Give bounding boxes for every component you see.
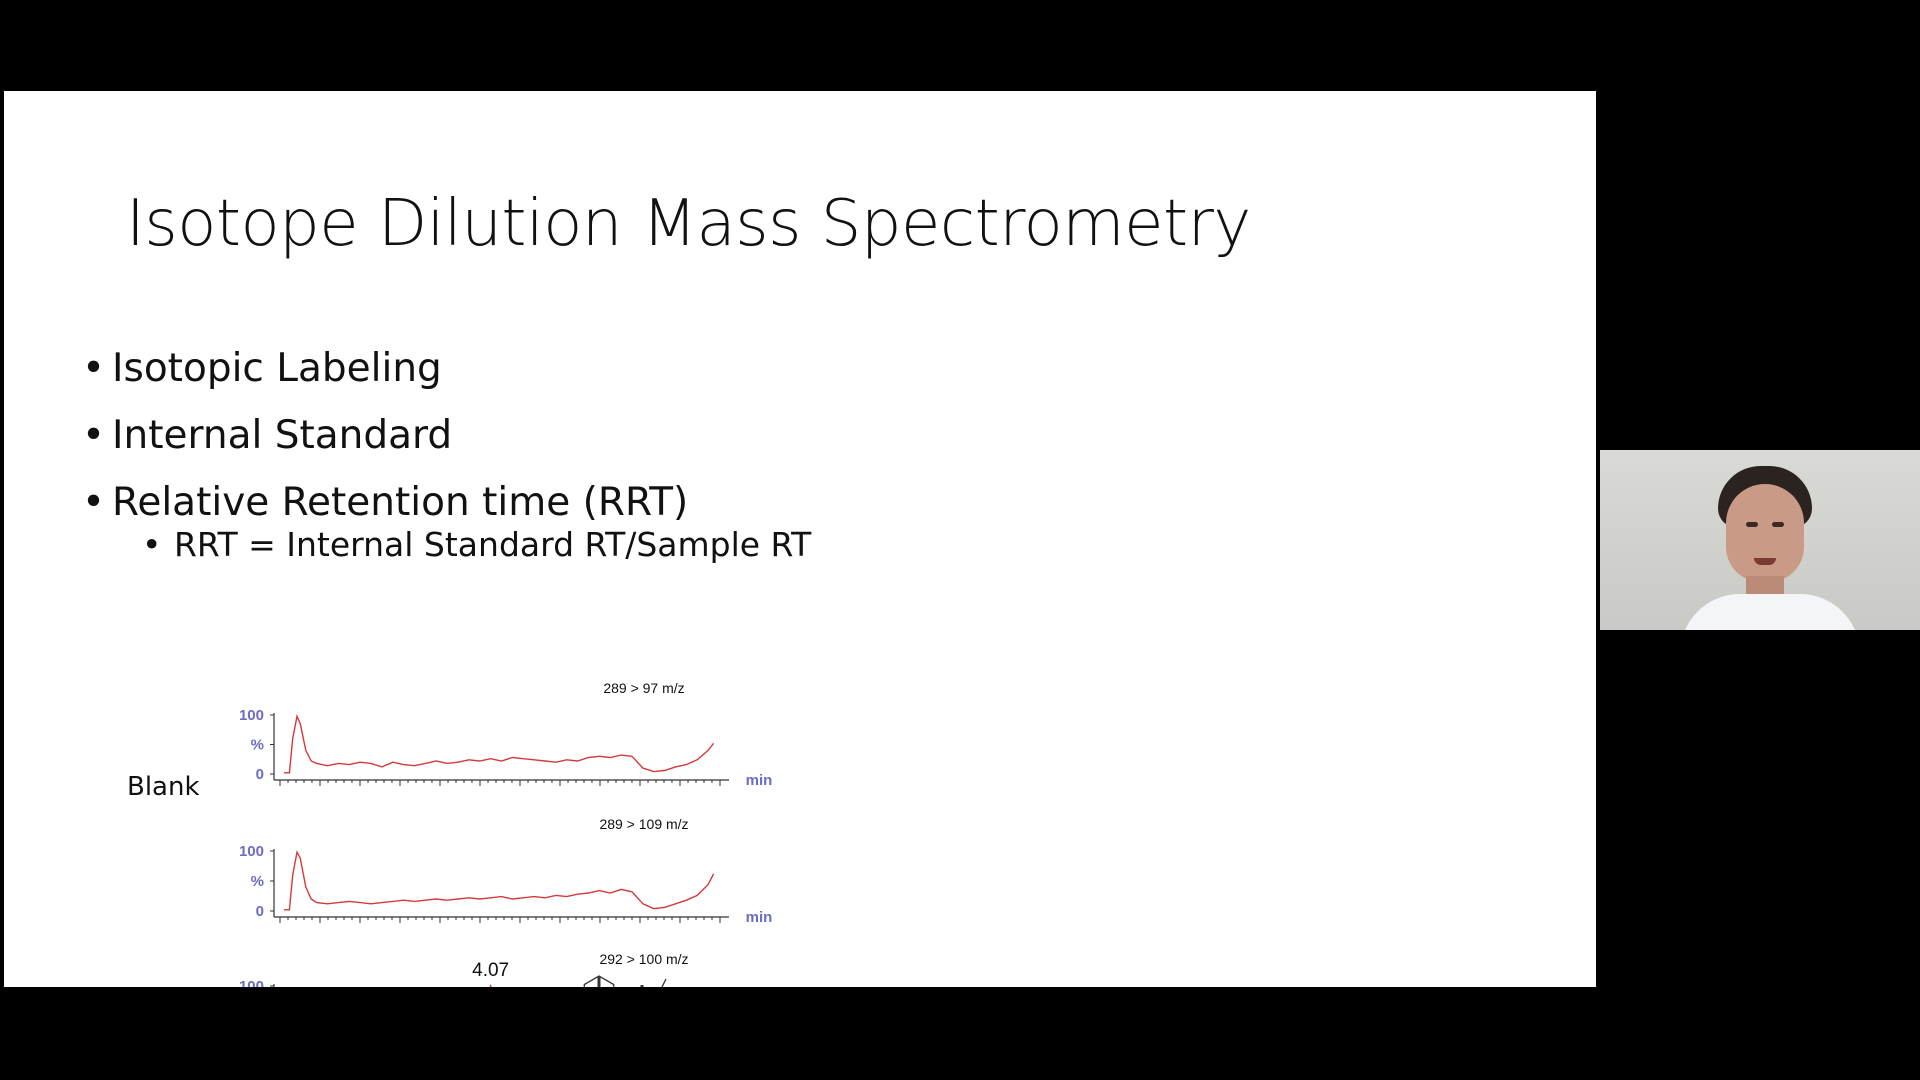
- steroid-structure-icon: [583, 975, 667, 987]
- bullet-item: • Relative Retention time (RRT): [82, 469, 688, 536]
- bullet-dot: •: [142, 525, 162, 564]
- peak-label: 4.07: [472, 960, 509, 981]
- bullet-text: Isotopic Labeling: [112, 346, 442, 391]
- bullet-dot: •: [82, 346, 106, 391]
- presenter-shirt: [1680, 594, 1860, 630]
- steroid-ring: [583, 975, 615, 987]
- y-tick-label: 100: [239, 978, 264, 987]
- trace-line: [284, 850, 715, 911]
- trace-title: 292 > 100 m/z: [599, 951, 688, 967]
- bullet-text: Internal Standard: [112, 413, 453, 458]
- sub-bullet-item: • RRT = Internal Standard RT/Sample RT: [142, 525, 811, 564]
- chromatogram-figure: 289 > 97 m/z 100% 0 min 289 > 109 m/z 100% 0 mi…: [239, 680, 773, 987]
- bullet-dot: •: [82, 413, 106, 458]
- y-tick-label: 100: [239, 843, 264, 860]
- blank-label: Blank: [127, 772, 200, 802]
- y-tick-label: %: [251, 873, 264, 890]
- y-tick-label: 0: [256, 903, 264, 920]
- y-tick-label: 100: [239, 707, 264, 724]
- presenter-face: [1726, 484, 1804, 582]
- sub-bullet-text: RRT = Internal Standard RT/Sample RT: [174, 525, 812, 564]
- trace-title: 289 > 97 m/z: [603, 680, 684, 696]
- slide: Isotope Dilution Mass Spectrometry • Isot…: [4, 91, 1596, 987]
- x-unit-label: min: [746, 909, 773, 926]
- trace-line: [284, 713, 715, 774]
- side-group: [661, 978, 667, 987]
- x-unit-label: min: [746, 772, 773, 789]
- bullet-item: • Internal Standard: [82, 402, 688, 469]
- sub-bullet-list: • RRT = Internal Standard RT/Sample RT: [142, 525, 811, 564]
- presenter-mouth: [1754, 558, 1776, 565]
- trace-line: [489, 984, 492, 987]
- bullet-text: Relative Retention time (RRT): [112, 480, 689, 525]
- bullet-item: • Isotopic Labeling: [82, 335, 688, 402]
- slide-title: Isotope Dilution Mass Spectrometry: [126, 187, 1251, 261]
- peak-area: [489, 984, 492, 987]
- bullet-dot: •: [82, 480, 106, 525]
- y-tick-label: %: [251, 737, 264, 754]
- trace-title: 289 > 109 m/z: [599, 816, 688, 832]
- presenter-eye: [1772, 522, 1784, 527]
- y-tick-label: 0: [256, 766, 264, 783]
- bullet-list: • Isotopic Labeling • Internal Standard • R…: [82, 335, 688, 536]
- presenter-eye: [1746, 522, 1758, 527]
- presenter-webcam: [1600, 450, 1920, 630]
